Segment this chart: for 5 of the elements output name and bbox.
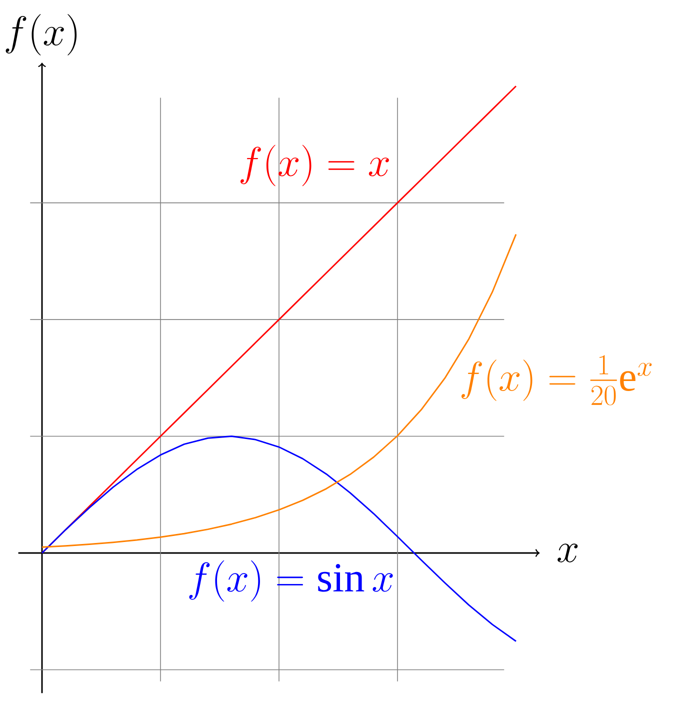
annotation: $f(x) = x$ bbox=[240, 144, 389, 186]
y-axis-title: $f(x)$ bbox=[6, 14, 77, 56]
x-axis-title: $x$ bbox=[558, 544, 578, 562]
annotation: $f(x) = \frac{1}{20}\mathrm{e}^x$ bbox=[462, 355, 652, 406]
annotation: $f(x) = \sin x$ bbox=[189, 560, 393, 602]
